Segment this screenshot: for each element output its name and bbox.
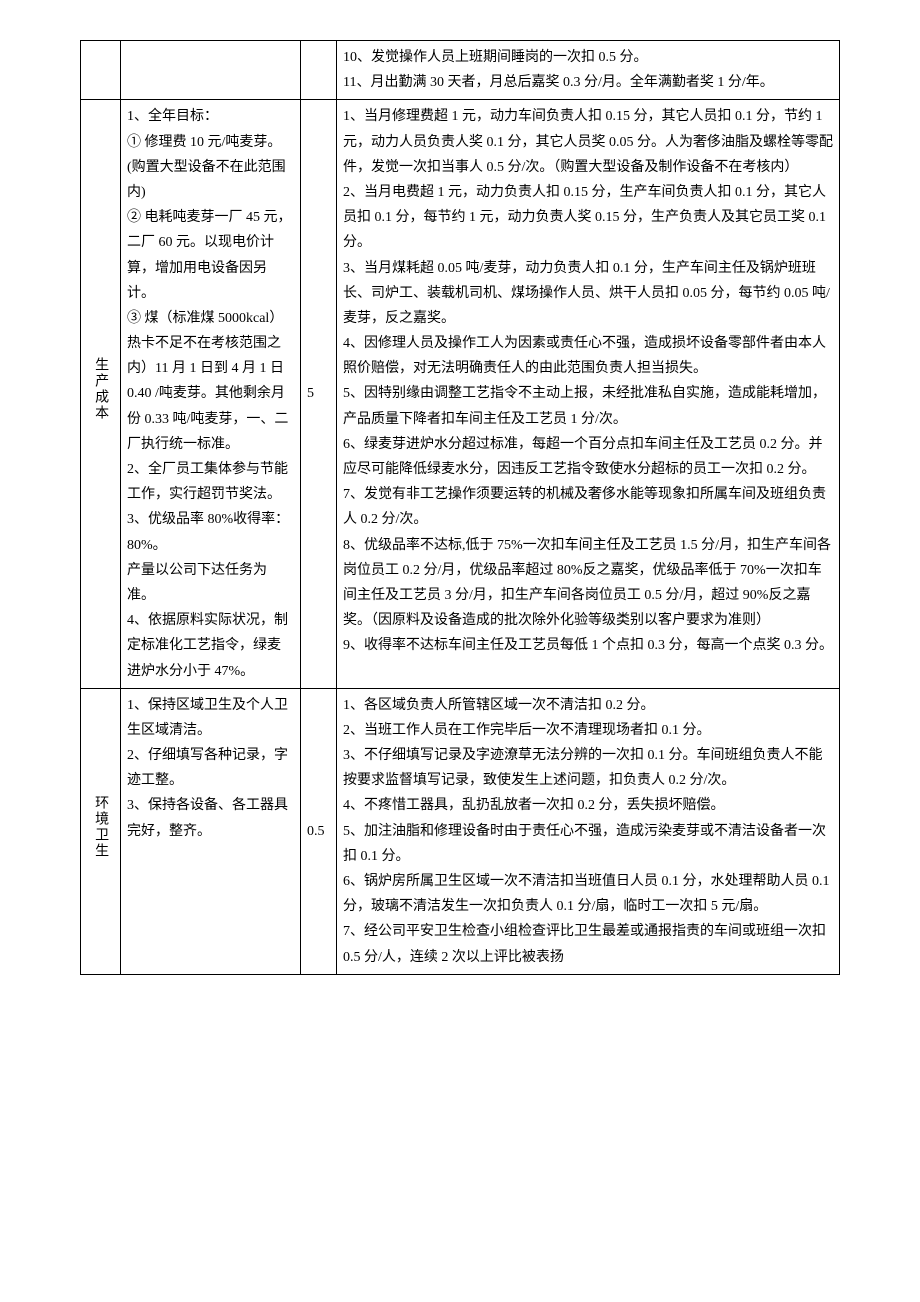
cell-standard-1: 1、全年目标：① 修理费 10 元/吨麦芽。(购置大型设备不在此范围内)② 电耗…: [121, 100, 301, 688]
cell-detail-0: 10、发觉操作人员上班期间睡岗的一次扣 0.5 分。11、月出勤满 30 天者，…: [337, 41, 840, 100]
table-row: 10、发觉操作人员上班期间睡岗的一次扣 0.5 分。11、月出勤满 30 天者，…: [81, 41, 840, 100]
cell-score-0: [301, 41, 337, 100]
cell-category-1: 生产成本: [81, 100, 121, 688]
table-row: 环境卫生 1、保持区域卫生及个人卫生区域清洁。2、仔细填写各种记录，字迹工整。3…: [81, 688, 840, 974]
assessment-table: 10、发觉操作人员上班期间睡岗的一次扣 0.5 分。11、月出勤满 30 天者，…: [80, 40, 840, 975]
cell-category-2: 环境卫生: [81, 688, 121, 974]
cell-standard-0: [121, 41, 301, 100]
cell-detail-2: 1、各区域负责人所管辖区域一次不清洁扣 0.2 分。2、当班工作人员在工作完毕后…: [337, 688, 840, 974]
table-body: 10、发觉操作人员上班期间睡岗的一次扣 0.5 分。11、月出勤满 30 天者，…: [81, 41, 840, 975]
category-label-2: 环境卫生: [88, 795, 113, 859]
table-row: 生产成本 1、全年目标：① 修理费 10 元/吨麦芽。(购置大型设备不在此范围内…: [81, 100, 840, 688]
cell-category-0: [81, 41, 121, 100]
category-label-1: 生产成本: [88, 357, 113, 421]
cell-standard-2: 1、保持区域卫生及个人卫生区域清洁。2、仔细填写各种记录，字迹工整。3、保持各设…: [121, 688, 301, 974]
cell-score-1: 5: [301, 100, 337, 688]
cell-detail-1: 1、当月修理费超 1 元，动力车间负责人扣 0.15 分，其它人员扣 0.1 分…: [337, 100, 840, 688]
cell-score-2: 0.5: [301, 688, 337, 974]
